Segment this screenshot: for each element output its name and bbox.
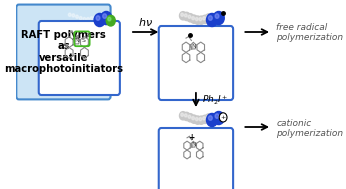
Circle shape [93,14,100,22]
Circle shape [78,15,85,23]
Text: +: + [189,133,195,142]
Circle shape [192,16,194,20]
Circle shape [205,114,212,122]
Circle shape [194,16,201,24]
Text: +: + [220,115,226,120]
Circle shape [82,16,89,24]
Text: cationic: cationic [276,119,311,128]
Circle shape [191,115,198,123]
Circle shape [72,14,75,17]
Circle shape [205,14,212,22]
Circle shape [74,14,81,22]
Circle shape [67,12,74,20]
Text: $Ph_2I^+$: $Ph_2I^+$ [202,93,228,107]
Circle shape [183,112,190,121]
Circle shape [207,113,218,127]
Text: free radical: free radical [276,23,327,33]
Circle shape [194,116,201,124]
Circle shape [85,16,92,24]
Circle shape [215,114,219,118]
Circle shape [187,114,194,122]
Circle shape [180,112,186,120]
FancyBboxPatch shape [39,21,120,95]
Circle shape [89,15,96,23]
Circle shape [198,16,205,24]
Circle shape [201,115,208,123]
Text: S: S [82,38,85,43]
FancyBboxPatch shape [159,26,233,100]
Circle shape [68,13,71,16]
Text: polymerization: polymerization [276,129,343,138]
Text: N: N [191,142,196,147]
Circle shape [180,12,186,20]
Text: S: S [75,35,80,40]
Circle shape [195,117,198,121]
Circle shape [94,15,97,19]
Circle shape [191,15,198,23]
Circle shape [215,14,219,18]
Circle shape [206,15,209,19]
Circle shape [184,114,187,117]
Circle shape [86,18,89,21]
FancyBboxPatch shape [16,5,111,99]
Text: N: N [191,43,196,49]
Circle shape [203,17,206,20]
Circle shape [103,14,107,18]
Circle shape [213,112,224,125]
Circle shape [206,115,209,119]
Circle shape [71,12,78,21]
Circle shape [106,15,115,26]
Circle shape [188,115,191,118]
Circle shape [184,14,187,17]
Circle shape [96,16,100,20]
Circle shape [76,15,79,18]
Text: polymerization: polymerization [276,33,343,43]
Circle shape [208,16,212,20]
Circle shape [199,18,202,21]
Circle shape [199,118,202,121]
Circle shape [183,12,190,21]
Circle shape [181,13,183,16]
Circle shape [192,116,194,120]
FancyBboxPatch shape [159,128,233,189]
Text: $h\nu$: $h\nu$ [138,16,153,28]
Circle shape [83,17,86,21]
Circle shape [188,15,191,18]
Circle shape [207,13,218,27]
Circle shape [208,116,212,120]
Circle shape [201,15,208,23]
Text: RAFT polymers
as
versatile
macrophotoinitiators: RAFT polymers as versatile macrophotoini… [4,29,123,74]
Circle shape [79,16,82,20]
Circle shape [181,113,183,116]
Circle shape [90,17,93,20]
Circle shape [198,116,205,124]
Circle shape [203,117,206,120]
Circle shape [101,12,112,25]
Circle shape [187,14,194,22]
Circle shape [108,17,111,21]
Circle shape [195,17,198,21]
Circle shape [94,13,105,27]
Circle shape [219,113,227,122]
Text: N: N [74,38,79,43]
Text: Z: Z [85,33,90,38]
Circle shape [213,12,224,25]
